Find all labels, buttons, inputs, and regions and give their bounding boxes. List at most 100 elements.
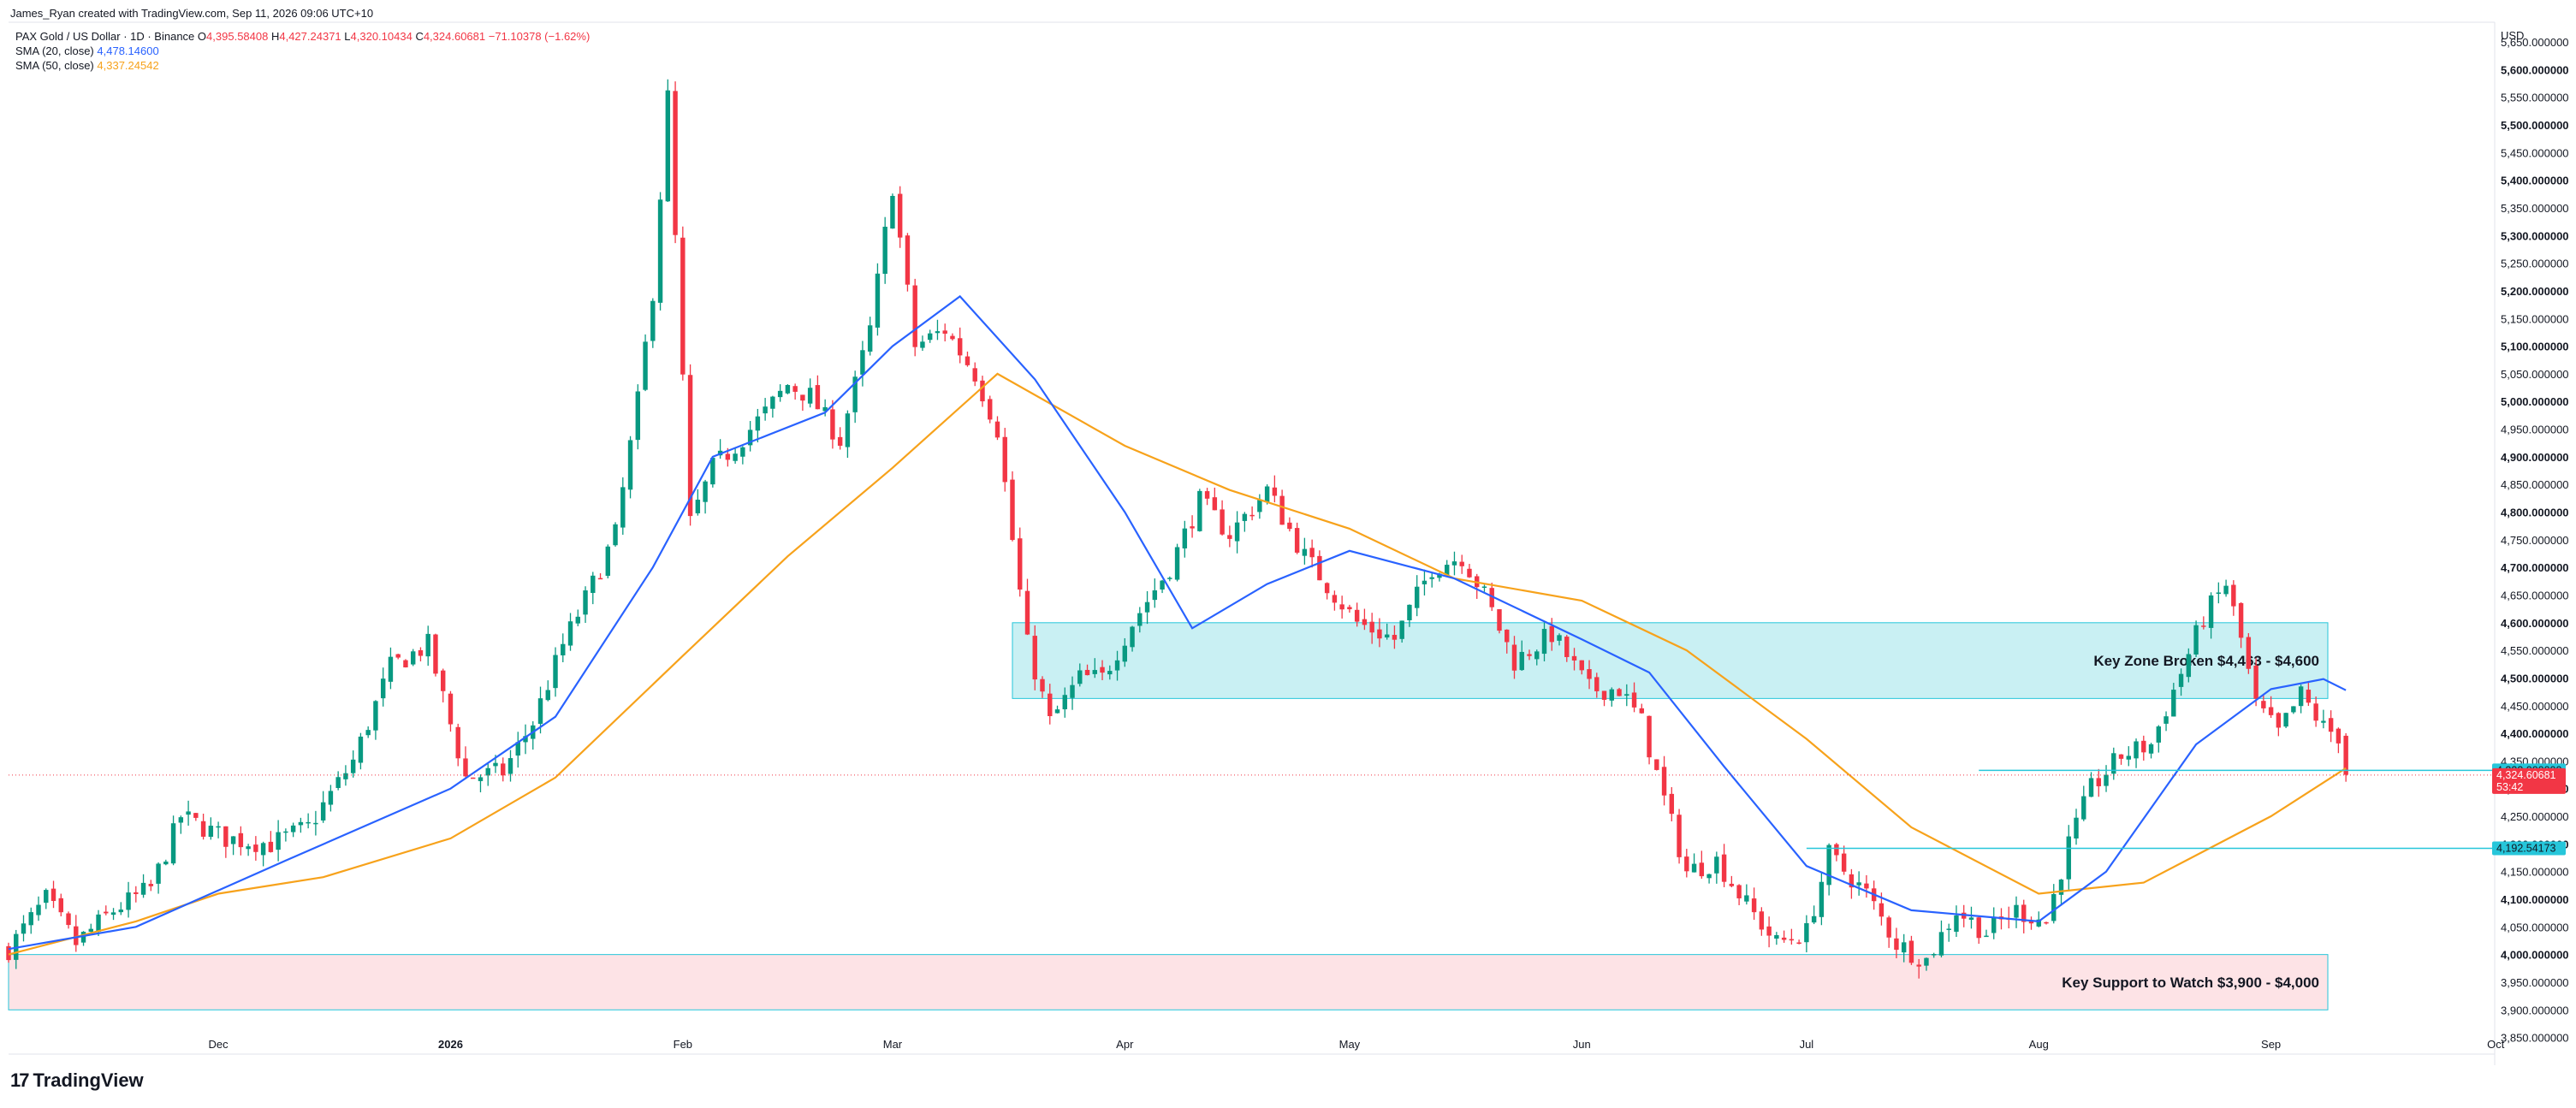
candle-body — [777, 390, 783, 398]
candle-body — [747, 430, 753, 446]
candle-body — [950, 335, 955, 340]
candle-body — [1594, 677, 1600, 691]
candle-body — [1377, 629, 1382, 639]
candle-body — [1736, 885, 1742, 898]
symbol-row[interactable]: PAX Gold / US Dollar · 1D · Binance O4,3… — [15, 29, 590, 44]
candle-body — [1497, 609, 1502, 631]
candle-body — [1894, 938, 1899, 951]
candle-body — [2298, 686, 2304, 707]
candle-body — [2238, 602, 2244, 638]
candle-body — [1819, 881, 1825, 917]
tag-4192-bg — [2492, 841, 2566, 856]
candle-body — [28, 912, 33, 926]
candle-body — [988, 399, 993, 420]
candle-body — [687, 375, 693, 517]
price-tick-label: 5,500.000000 — [2501, 119, 2569, 132]
change-value: −71.10378 (−1.62%) — [488, 30, 591, 43]
tradingview-brand[interactable]: 17 TradingView — [10, 1069, 144, 1092]
candle-body — [703, 481, 708, 502]
candle-body — [2313, 703, 2318, 721]
candle-body — [935, 331, 941, 334]
candle-body — [2276, 713, 2282, 728]
candle-body — [2178, 673, 2184, 687]
candle-body — [2021, 904, 2027, 922]
candle-body — [523, 736, 528, 743]
candle-body — [350, 759, 356, 773]
candle-body — [1931, 954, 1937, 956]
candle-body — [1002, 436, 1007, 483]
candle-body — [2336, 728, 2342, 744]
candle-body — [2156, 726, 2162, 743]
candle-body — [591, 575, 596, 594]
candle-body — [1107, 671, 1113, 675]
candle-body — [110, 912, 116, 915]
sma50-value: 4,337.24542 — [97, 59, 159, 72]
time-tick-label: Feb — [674, 1038, 692, 1051]
price-axis[interactable]: USD 3,850.000000 3,900.000000 3,950.000000 4… — [2501, 29, 2569, 1045]
price-tick-label: 5,400.000000 — [2501, 175, 2569, 187]
candle-body — [1084, 669, 1090, 676]
candle-body — [1362, 619, 1368, 625]
price-tick-label: 3,950.000000 — [2501, 976, 2569, 989]
support-zone-label: Key Support to Watch $3,900 - $4,000 — [2062, 975, 2319, 991]
candle-body — [725, 453, 731, 460]
candle-body — [1422, 580, 1427, 584]
candle-body — [695, 500, 701, 513]
candle-body — [290, 825, 296, 832]
candle-body — [912, 285, 917, 347]
candle-body — [313, 822, 318, 825]
candle-body — [860, 350, 865, 375]
candle-body — [50, 888, 56, 901]
candle-body — [140, 882, 146, 895]
candle-body — [1631, 692, 1637, 708]
candle-body — [1062, 695, 1067, 710]
candle-body — [2306, 690, 2312, 703]
candle-body — [1234, 522, 1240, 542]
candle-body — [1759, 911, 1765, 930]
candle-body — [1864, 883, 1869, 889]
price-tick-label: 4,850.000000 — [2501, 478, 2569, 491]
candles — [6, 79, 2348, 979]
candle-body — [1774, 934, 1779, 939]
candle-body — [1519, 651, 1524, 671]
candle-body — [1287, 522, 1292, 530]
candle-body — [920, 341, 925, 348]
candle-body — [2044, 921, 2049, 924]
candle-body — [1279, 495, 1285, 525]
candle-body — [867, 325, 873, 352]
candle-body — [1347, 607, 1352, 610]
candle-body — [845, 413, 851, 447]
candle-body — [1392, 635, 1398, 640]
candle-body — [463, 758, 468, 777]
sma50-row[interactable]: SMA (50, close) 4,337.24542 — [15, 58, 590, 73]
candle-body — [1924, 957, 1929, 966]
candle-body — [2253, 665, 2258, 699]
candle-body — [1114, 660, 1120, 671]
candle-body — [1804, 923, 1809, 943]
low-label: L — [344, 30, 351, 43]
price-tick-label: 5,450.000000 — [2501, 146, 2569, 159]
candle-body — [66, 913, 71, 926]
candle-body — [1197, 490, 1202, 531]
moving-averages — [8, 294, 2347, 956]
candle-body — [1122, 645, 1128, 662]
candle-body — [485, 767, 490, 776]
candle-body — [1527, 654, 1532, 656]
candle-body — [253, 844, 258, 852]
candle-body — [1729, 883, 1735, 886]
candle-body — [134, 892, 139, 894]
candle-body — [597, 578, 603, 580]
candle-body — [515, 742, 520, 756]
candle-body — [2186, 654, 2192, 678]
candle-body — [298, 821, 304, 826]
candle-body — [1174, 547, 1180, 580]
sma20-row[interactable]: SMA (20, close) 4,478.14600 — [15, 44, 590, 58]
time-axis[interactable]: Dec 2026 Feb Mar Apr May Jun Jul Aug Sep Oct — [209, 1038, 2505, 1051]
candle-body — [1399, 620, 1404, 639]
candle-body — [1152, 590, 1158, 601]
candle-body — [1010, 479, 1015, 541]
candle-body — [1414, 586, 1420, 608]
candle-body — [6, 945, 11, 961]
